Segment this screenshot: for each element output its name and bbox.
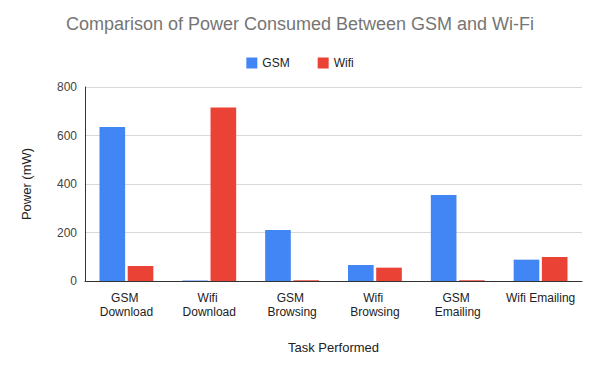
svg-text:GSM: GSM [111, 291, 142, 305]
svg-text:Task Performed: Task Performed [288, 340, 379, 355]
svg-text:Wifi: Wifi [198, 291, 221, 305]
svg-text:GSM: GSM [262, 56, 289, 70]
svg-text:Wifi: Wifi [363, 291, 386, 305]
svg-text:400: 400 [57, 177, 77, 191]
svg-text:Wifi: Wifi [334, 56, 354, 70]
svg-text:Wifi Emailing: Wifi Emailing [506, 291, 575, 305]
svg-text:800: 800 [57, 80, 77, 94]
svg-text:Comparison of Power Consumed B: Comparison of Power Consumed Between GSM… [66, 14, 534, 34]
svg-text:GSM: GSM [277, 291, 308, 305]
svg-text:Browsing: Browsing [267, 305, 316, 319]
svg-text:Emailing: Emailing [435, 305, 481, 319]
svg-text:600: 600 [57, 129, 77, 143]
svg-text:Download: Download [100, 305, 153, 319]
svg-text:GSM: GSM [442, 291, 473, 305]
svg-text:Download: Download [183, 305, 236, 319]
svg-text:Browsing: Browsing [350, 305, 399, 319]
svg-text:0: 0 [70, 274, 77, 288]
svg-text:200: 200 [57, 226, 77, 240]
svg-text:Power (mW): Power (mW) [19, 148, 34, 220]
